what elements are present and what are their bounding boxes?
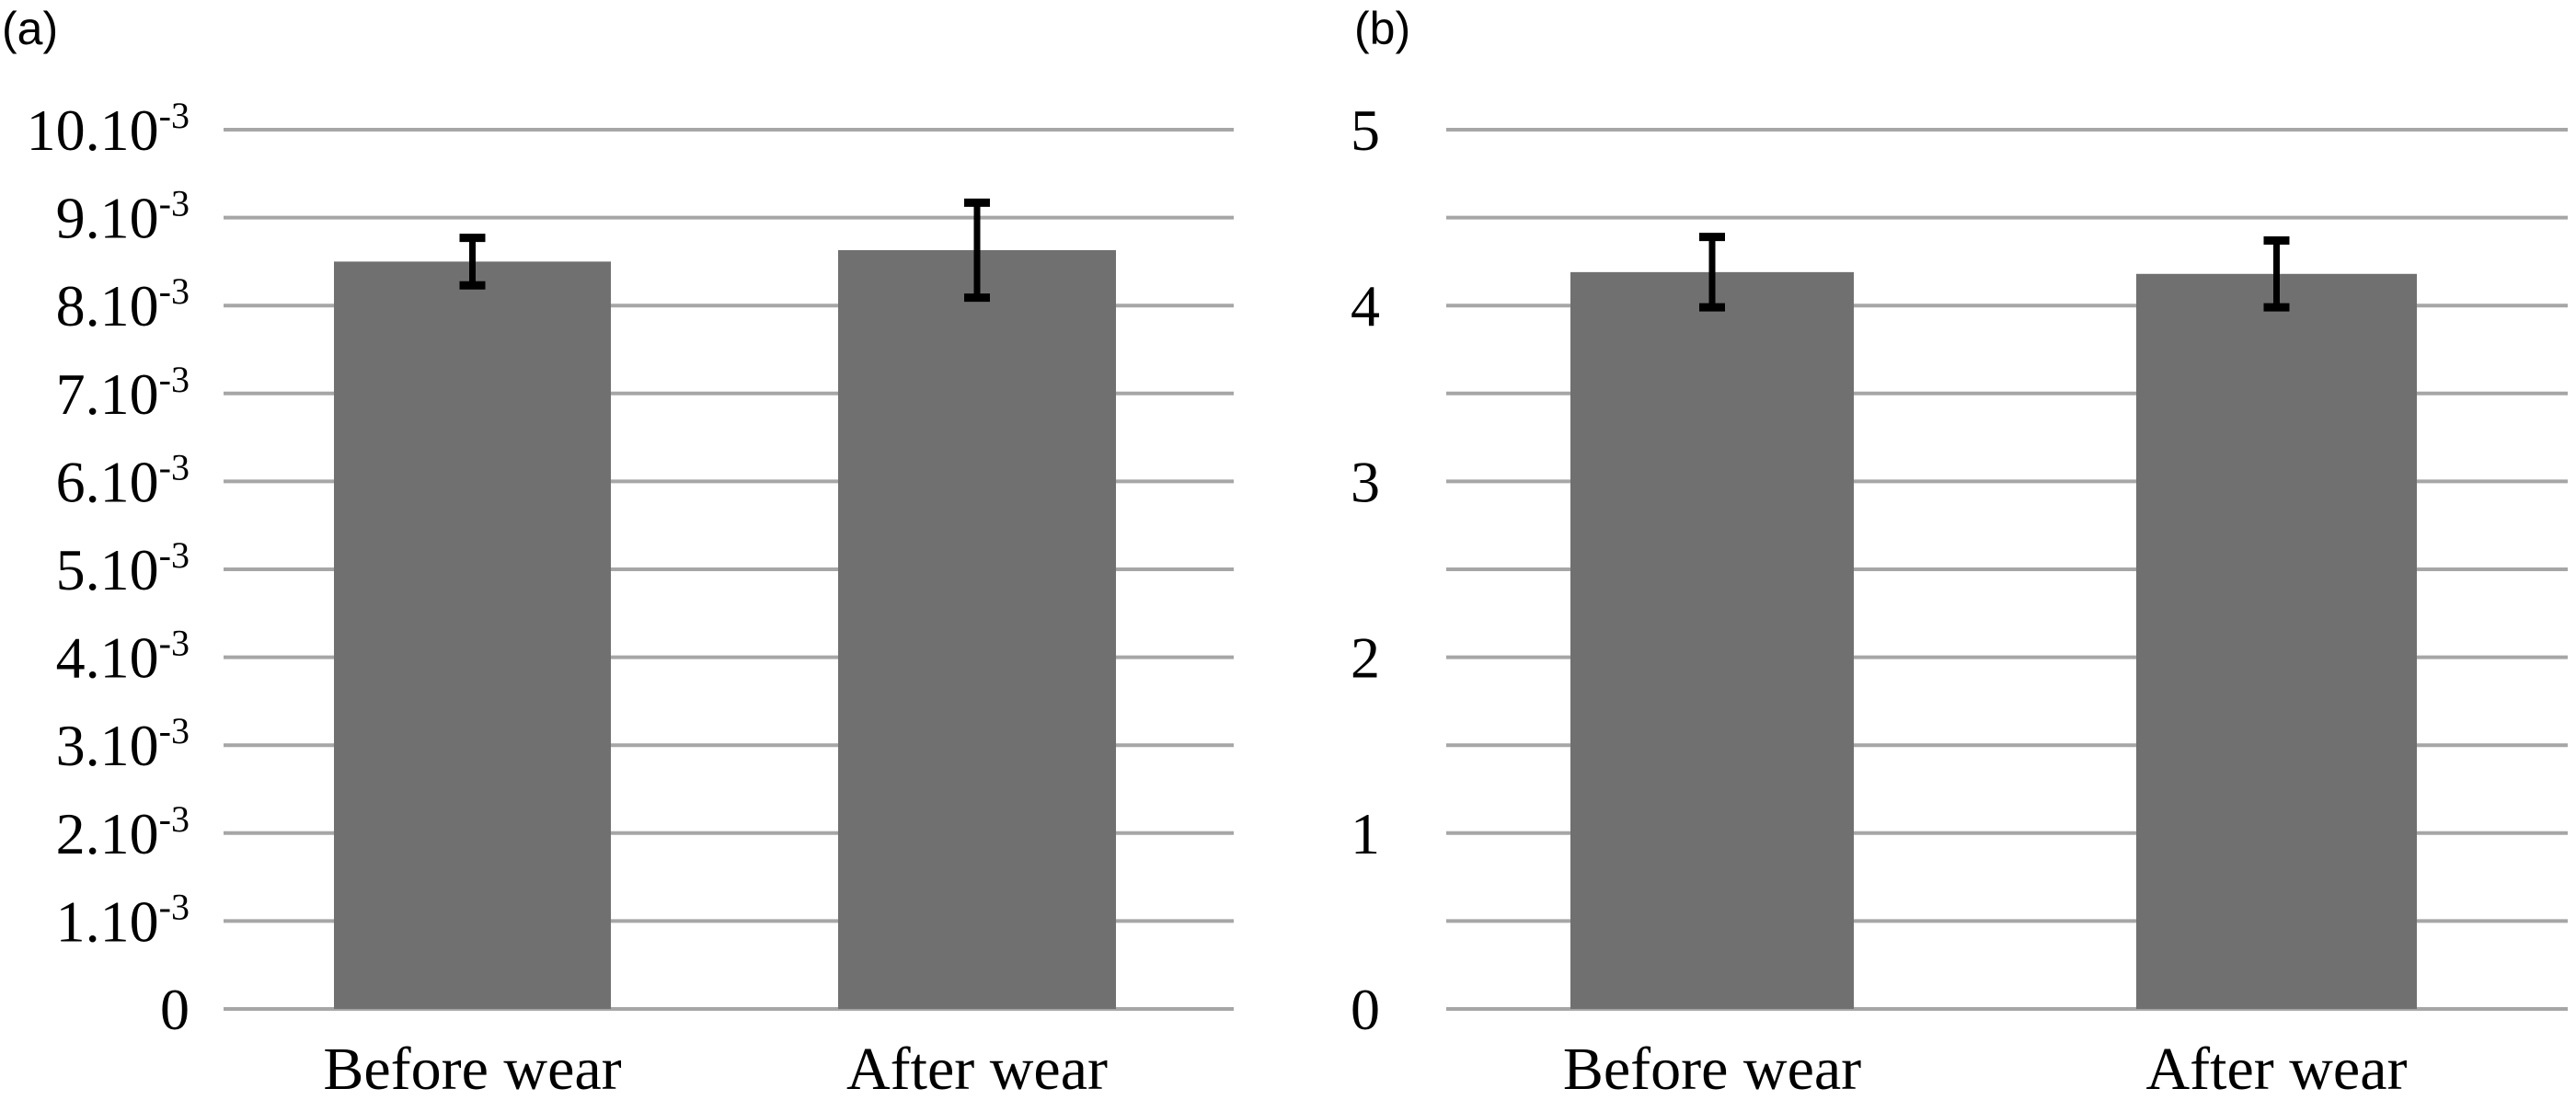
bar [838,249,1116,1009]
chart-panel-b: (b) 0 1 2 3 4 5 Before wear After wear [1351,3,2568,1100]
bar [2136,273,2417,1009]
y-tick-label: 2 [1351,625,1380,691]
chart-panel-a: (a) 0 1.10-3 2.10-3 3.10-3 4.10-3 5.10-3 6.10-3… [2,3,1234,1100]
y-tick-label: 3 [1351,449,1380,514]
y-tick-label: 0 [160,977,190,1042]
panel-label: (a) [2,3,58,54]
panel-label: (b) [1354,3,1410,54]
x-category-label: Before wear [323,1036,621,1100]
y-tick-label: 1 [1351,801,1380,866]
x-category-label: Before wear [1563,1036,1861,1100]
y-tick-label: 2.10-3 [56,798,190,866]
y-tick-label: 0 [1351,977,1380,1042]
y-tick-label: 9.10-3 [56,183,190,251]
y-tick-label: 7.10-3 [56,359,190,427]
y-tick-label: 1.10-3 [56,886,190,954]
y-tick-label: 8.10-3 [56,270,190,338]
x-category-label: After wear [2146,1036,2408,1100]
y-tick-label: 4 [1351,273,1380,338]
y-tick-label: 6.10-3 [56,446,190,514]
y-tick-label: 3.10-3 [56,710,190,778]
bar [1570,271,1854,1009]
y-tick-label: 5 [1351,97,1380,163]
y-tick-label: 4.10-3 [56,623,190,691]
y-tick-label: 10.10-3 [27,95,190,163]
y-tick-label: 5.10-3 [56,534,190,602]
x-category-label: After wear [846,1036,1108,1100]
bar [334,261,611,1009]
